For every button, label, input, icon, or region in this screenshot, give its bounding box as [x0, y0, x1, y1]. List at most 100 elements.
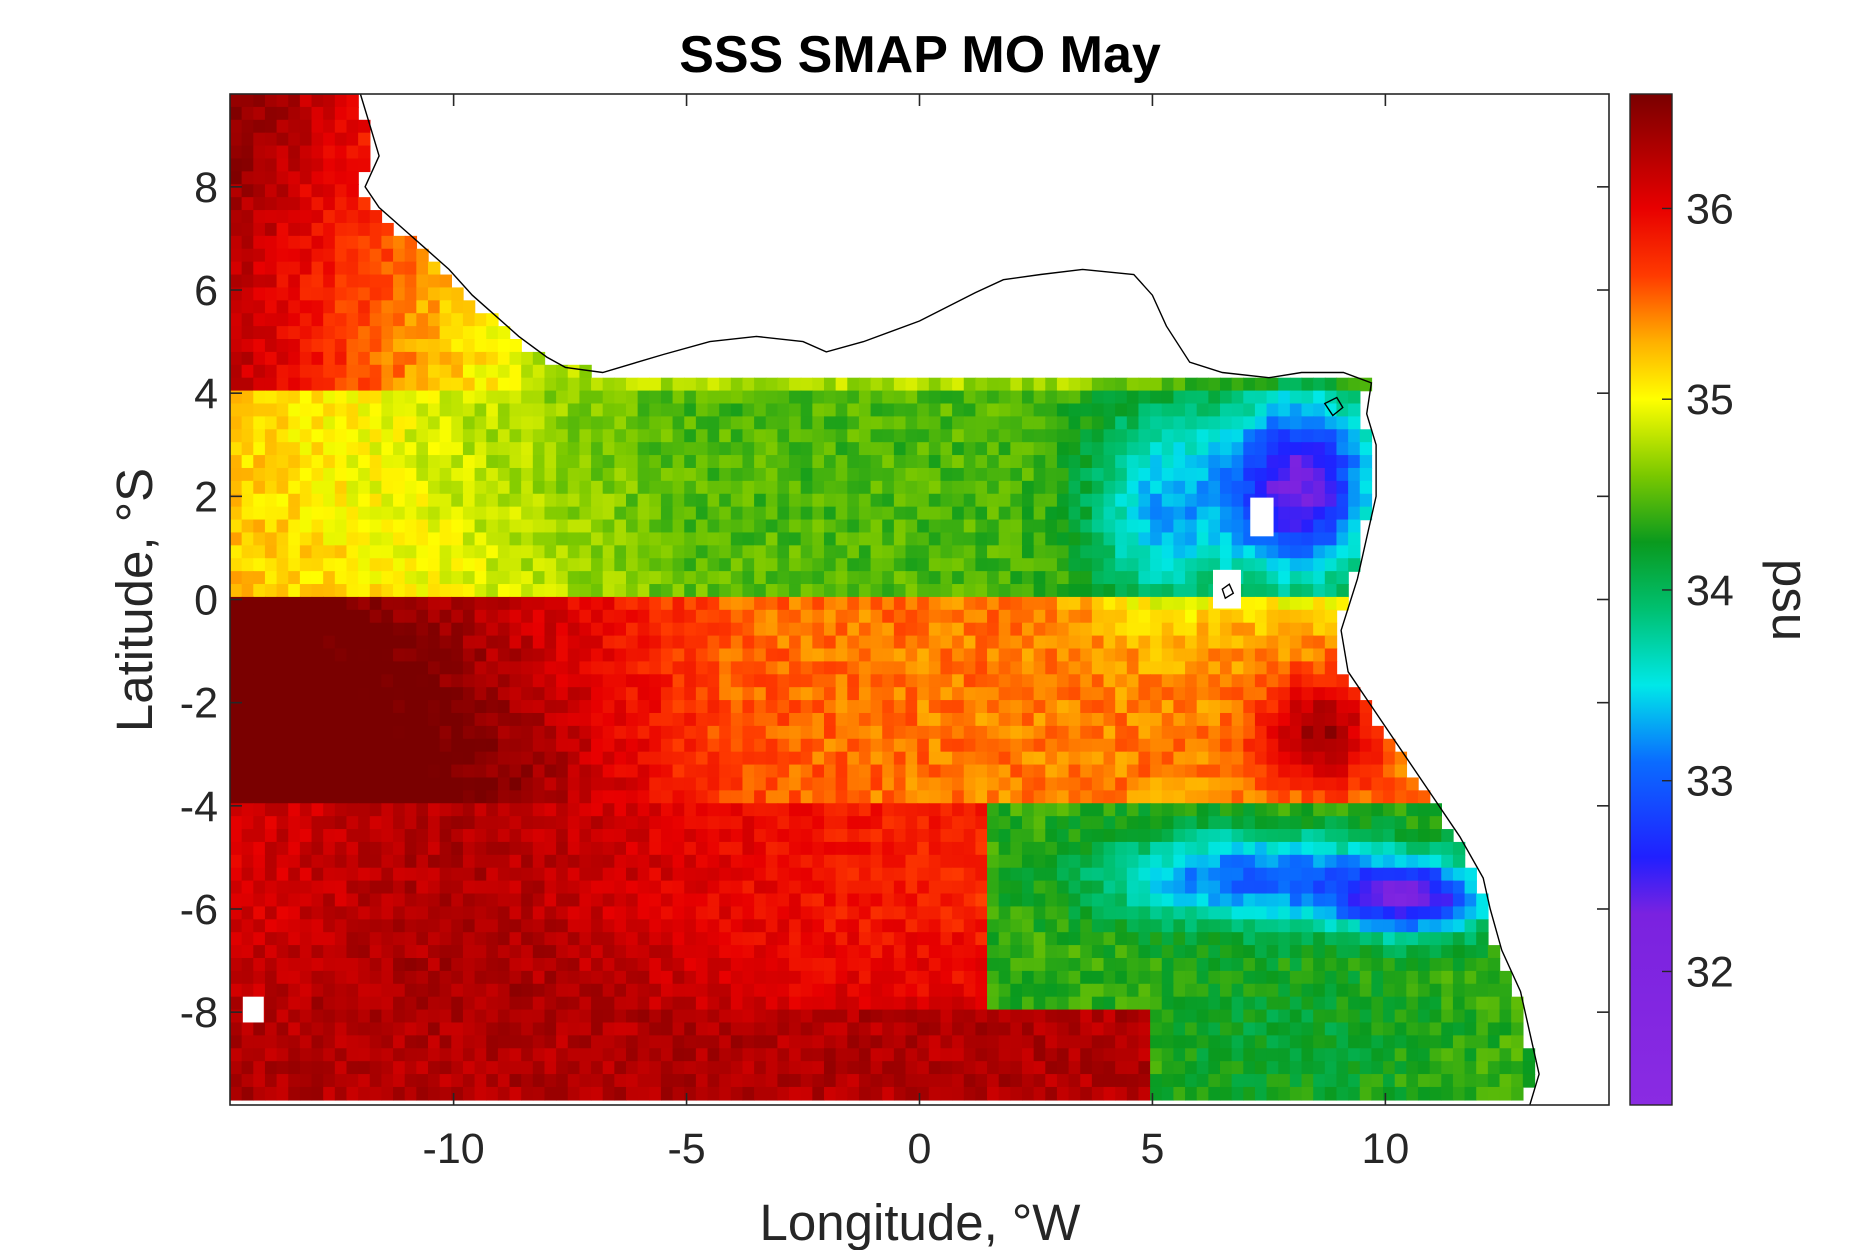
heatmap-cell — [695, 880, 709, 895]
heatmap-cell — [998, 596, 1012, 611]
heatmap-cell — [230, 119, 243, 134]
heatmap-cell — [684, 751, 697, 766]
heatmap-cell — [486, 467, 499, 482]
heatmap-cell — [264, 790, 278, 804]
heatmap-cell — [276, 313, 289, 327]
heatmap-cell — [299, 339, 313, 353]
heatmap-cell — [1266, 429, 1279, 443]
heatmap-cell — [660, 661, 674, 675]
heatmap-cell — [1056, 674, 1070, 688]
heatmap-cell — [1348, 416, 1361, 430]
heatmap-cell — [1208, 751, 1221, 766]
heatmap-cell — [1150, 519, 1163, 534]
heatmap-cell — [428, 803, 441, 817]
heatmap-cell — [963, 377, 977, 392]
heatmap-cell — [789, 584, 802, 598]
heatmap-cell — [1487, 945, 1501, 959]
heatmap-cell — [486, 635, 499, 650]
heatmap-cell — [928, 480, 942, 495]
heatmap-cell — [486, 764, 499, 779]
heatmap-cell — [1336, 867, 1349, 882]
heatmap-cell — [288, 429, 301, 443]
heatmap-cell — [521, 480, 534, 495]
heatmap-cell — [1208, 829, 1221, 843]
heatmap-cell — [369, 493, 383, 508]
heatmap-cell — [1254, 571, 1268, 585]
heatmap-cell — [800, 738, 814, 753]
heatmap-cell — [591, 455, 604, 469]
heatmap-cell — [730, 893, 744, 908]
heatmap-cell — [1068, 829, 1081, 843]
heatmap-cell — [928, 687, 942, 701]
heatmap-cell — [369, 803, 383, 817]
heatmap-cell — [311, 945, 324, 959]
heatmap-cell — [497, 725, 511, 740]
heatmap-cell — [893, 700, 907, 714]
heatmap-cell — [1324, 506, 1338, 521]
heatmap-cell — [521, 932, 534, 946]
heatmap-cell — [369, 313, 383, 327]
heatmap-cell — [940, 674, 953, 688]
heatmap-cell — [428, 584, 441, 598]
heatmap-cell — [823, 648, 837, 663]
heatmap-cell — [963, 506, 977, 521]
heatmap-cell — [253, 119, 266, 134]
heatmap-cell — [1324, 532, 1338, 547]
heatmap-cell — [369, 725, 383, 740]
heatmap-cell — [637, 919, 650, 933]
heatmap-cell — [1033, 893, 1046, 908]
heatmap-cell — [579, 442, 592, 456]
heatmap-cell — [707, 932, 720, 946]
heatmap-cell — [1406, 790, 1419, 804]
heatmap-cell — [1161, 738, 1175, 753]
heatmap-cell — [358, 545, 371, 559]
heatmap-cell — [1348, 738, 1361, 753]
heatmap-cell — [253, 326, 266, 340]
heatmap-cell — [742, 455, 755, 469]
heatmap-cell — [754, 816, 767, 830]
heatmap-cell — [1324, 661, 1338, 675]
heatmap-cell — [497, 326, 511, 340]
heatmap-cell — [1359, 467, 1373, 482]
heatmap-cell — [800, 803, 814, 817]
heatmap-cell — [1266, 584, 1279, 598]
heatmap-cell — [1150, 829, 1163, 843]
heatmap-cell — [1103, 687, 1116, 701]
heatmap-cell — [626, 571, 639, 585]
heatmap-cell — [521, 816, 534, 830]
heatmap-cell — [1045, 635, 1058, 650]
heatmap-cell — [1021, 467, 1035, 482]
heatmap-cell — [800, 648, 814, 663]
heatmap-cell — [1278, 790, 1291, 804]
heatmap-cell — [730, 945, 744, 959]
heatmap-cell — [765, 377, 779, 392]
heatmap-cell — [230, 106, 243, 121]
heatmap-cell — [509, 957, 522, 972]
heatmap-cell — [1196, 829, 1210, 843]
heatmap-cell — [893, 661, 907, 675]
heatmap-cell — [439, 403, 452, 418]
heatmap-cell — [230, 351, 243, 366]
heatmap-cell — [358, 687, 371, 701]
heatmap-cell — [439, 803, 452, 817]
heatmap-cell — [952, 442, 965, 456]
heatmap-cell — [893, 725, 907, 740]
heatmap-cell — [1091, 751, 1105, 766]
heatmap-cell — [1033, 919, 1046, 933]
heatmap-cell — [276, 364, 289, 379]
heatmap-cell — [812, 738, 825, 753]
heatmap-cell — [940, 725, 953, 740]
heatmap-cell — [311, 751, 324, 766]
heatmap-cell — [789, 596, 802, 611]
heatmap-cell — [497, 480, 511, 495]
heatmap-cell — [1243, 545, 1256, 559]
heatmap-cell — [707, 893, 720, 908]
heatmap-cell — [241, 854, 254, 869]
heatmap-cell — [1219, 403, 1233, 418]
heatmap-cell — [789, 467, 802, 482]
heatmap-cell — [1359, 854, 1373, 869]
heatmap-cell — [637, 816, 650, 830]
heatmap-cell — [858, 416, 872, 430]
heatmap-cell — [404, 274, 418, 289]
heatmap-cell — [323, 429, 336, 443]
